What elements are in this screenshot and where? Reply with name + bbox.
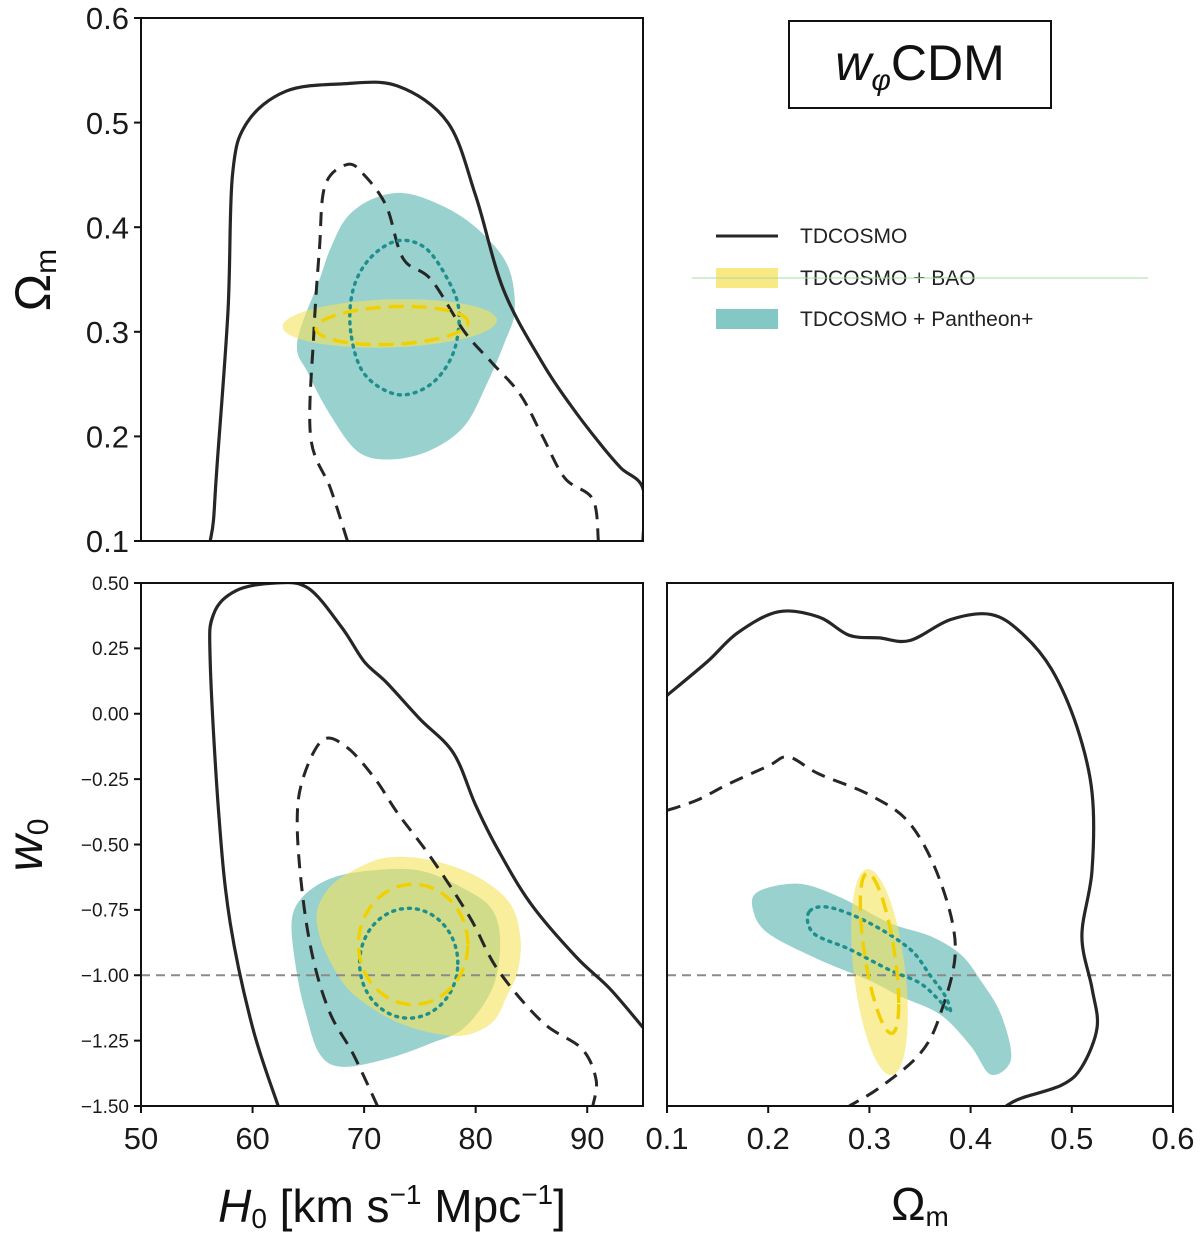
ylabel-omega-m: Ωm [5,249,63,311]
y-tick-label: −0.75 [81,901,129,922]
y-tick-label: 0.25 [92,639,129,660]
tdcosmo-inner-contour [667,755,957,1106]
y-tick-label: 0.4 [86,210,129,245]
x-tick-label: 0.1 [645,1121,688,1156]
y-tick-label: 0.5 [86,106,129,141]
y-tick-label: −1.00 [81,966,129,987]
tdcosmo-inner-contour [308,162,600,541]
y-tick-label: 0.1 [86,524,129,559]
y-tick-label: 0.2 [86,420,129,455]
bao-inner-contour [356,882,470,1007]
y-tick-label: −0.25 [81,770,129,791]
legend-swatch-pantheon [716,309,778,329]
panel-h0-omega-m: 0.1 0.2 0.3 0.4 0.5 0.6 [86,1,644,559]
y-tick-label: −0.50 [81,835,129,856]
x-tick-label: 0.4 [949,1121,992,1156]
bao-inner-contour [858,871,901,1036]
x-tick-label: 0.5 [1050,1121,1093,1156]
title-box: wφCDM [788,20,1052,109]
bao-inner-contour [314,304,470,347]
ylabel-w0: w0 [0,819,55,872]
y-tick-label: −1.25 [81,1031,129,1052]
bao-2sigma-fill [282,299,497,348]
y-tick-label: 0.6 [86,1,129,36]
y-tick-label: 0.50 [92,574,129,595]
panel-frame [666,582,1174,1107]
x-tick-label: 0.2 [747,1121,790,1156]
x-tick-label: 0.6 [1151,1121,1194,1156]
tdcosmo-outer-contour [208,80,643,541]
legend-label-tdcosmo: TDCOSMO [800,225,907,248]
panel-h0-w0: −1.50 −1.25 −1.00 −0.75 −0.50 −0.25 0.00 0.25 0.… [81,574,644,1156]
y-tick-label: −1.50 [81,1097,129,1118]
x-tick-label: 90 [570,1121,604,1156]
x-tick-label: 0.3 [848,1121,891,1156]
chart-title: wφCDM [835,35,1005,97]
tdcosmo-outer-contour [208,583,643,1106]
pantheon-inner-contour [805,905,953,1014]
legend: TDCOSMO TDCOSMO + BAO TDCOSMO + Pantheon… [692,225,1148,331]
x-tick-label: 60 [235,1121,269,1156]
legend-label-pantheon: TDCOSMO + Pantheon+ [800,308,1033,331]
xlabel-omega-m: Ωm [891,1178,949,1232]
pantheon-inner-contour [348,238,461,397]
xlabel-h0: H0 [km s−1 Mpc−1] [218,1179,566,1234]
y-tick-label: 0.00 [92,705,129,726]
x-tick-label: 50 [124,1121,158,1156]
tdcosmo-outer-contour [667,609,1100,1106]
pantheon-inner-contour [357,906,460,1020]
panel-omega-m-w0: 0.1 0.2 0.3 0.4 0.5 0.6 [645,582,1195,1156]
x-tick-label: 80 [458,1121,492,1156]
x-tick-label: 70 [347,1121,381,1156]
y-tick-label: 0.3 [86,315,129,350]
panel-frame [140,17,644,542]
